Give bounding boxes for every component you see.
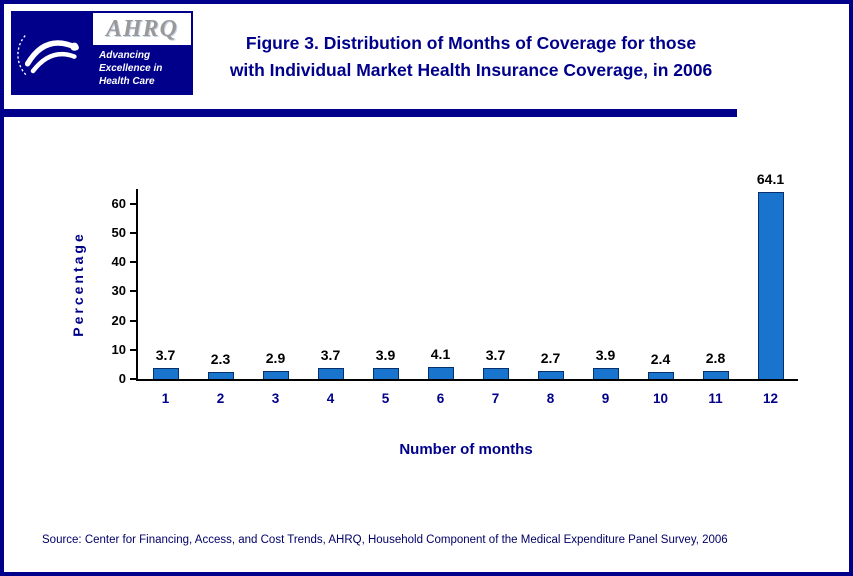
bar-value-label: 2.3 [210, 351, 231, 368]
bar-month-10 [647, 372, 674, 379]
bar-value-label: 3.9 [595, 346, 616, 363]
bar-value-label: 3.7 [155, 347, 176, 364]
bar-slot: 3.7 7 [468, 189, 523, 406]
header-divider [4, 109, 737, 117]
bar-slot: 2.7 8 [523, 189, 578, 406]
ahrq-logo-top: AHRQ [93, 13, 191, 45]
bar-value-label: 3.7 [485, 347, 506, 364]
x-tick-label: 2 [216, 391, 225, 406]
bar-month-11 [702, 370, 729, 379]
ahrq-tagline-line: Excellence in [99, 63, 163, 74]
x-tick-label: 7 [491, 391, 500, 406]
figure-title-line1: Figure 3. Distribution of Months of Cove… [245, 33, 697, 53]
x-tick-label: 6 [436, 391, 445, 406]
bar-slot: 3.7 1 [138, 189, 193, 406]
y-tick-mark [130, 348, 138, 351]
bar-month-8 [537, 371, 564, 379]
bar-month-1 [152, 368, 179, 379]
figure-title: Figure 3. Distribution of Months of Cove… [193, 30, 849, 84]
logo-box: AHRQ Advancing Excellence in Health Care [11, 11, 193, 95]
y-tick-label: 20 [111, 312, 126, 328]
bar-value-label: 4.1 [430, 346, 451, 363]
bar-slot: 2.4 10 [633, 189, 688, 406]
bar-month-12 [757, 191, 784, 379]
figure-title-line2: with Individual Market Health Insurance … [229, 60, 713, 81]
hhs-logo [11, 11, 91, 95]
bar-value-label: 2.8 [705, 349, 726, 366]
bar-value-label: 2.4 [650, 351, 671, 367]
bar-month-3 [262, 370, 289, 379]
x-tick-label: 8 [546, 391, 555, 406]
ahrq-tagline-line: Health Care [99, 76, 155, 87]
x-tick-label: 1 [161, 391, 170, 406]
bar-month-2 [207, 372, 234, 379]
y-tick-label: 10 [111, 341, 126, 357]
source-note: Source: Center for Financing, Access, an… [42, 534, 728, 546]
y-tick-mark [130, 261, 138, 264]
bar-slot: 3.9 9 [578, 189, 633, 406]
bar-value-label: 3.7 [320, 347, 341, 364]
ahrq-tagline: Advancing Excellence in Health Care [93, 45, 191, 93]
x-tick-label: 11 [708, 391, 723, 406]
ahrq-acronym: AHRQ [105, 15, 178, 42]
bar-slot: 4.1 6 [413, 189, 468, 406]
bar-slot: 2.3 2 [193, 189, 248, 406]
y-tick-mark [130, 290, 138, 293]
bar-value-label: 2.7 [540, 350, 561, 367]
bar-slot: 3.7 4 [303, 189, 358, 406]
x-tick-label: 10 [652, 391, 669, 406]
y-tick-label: 0 [118, 371, 126, 386]
y-tick-mark [130, 378, 138, 380]
bar-chart: Percentage 0 10 20 30 40 50 60 3.7 1 2.3 2 2.9 3 3.7 4… [4, 171, 849, 507]
bar-month-7 [482, 368, 509, 379]
x-tick-label: 12 [762, 391, 779, 406]
y-tick-label: 40 [111, 254, 126, 270]
plot-area: 0 10 20 30 40 50 60 3.7 1 2.3 2 2.9 3 3.7 4 3.9 5 4.1 6 3.7… [112, 171, 798, 406]
ahrq-logo: AHRQ Advancing Excellence in Health Care [91, 11, 193, 95]
bar-month-4 [317, 368, 344, 379]
header: AHRQ Advancing Excellence in Health Care… [4, 4, 849, 95]
x-tick-label: 4 [326, 391, 335, 406]
bar-month-5 [372, 367, 399, 379]
y-tick-label: 60 [111, 195, 126, 211]
bar-slot: 2.9 3 [248, 189, 303, 406]
bar-slot: 64.1 12 [743, 171, 798, 406]
bar-month-6 [427, 367, 454, 379]
eagle-icon [17, 34, 79, 76]
y-tick-mark [130, 231, 138, 234]
x-tick-label: 3 [271, 391, 280, 406]
bar-slot: 2.8 11 [688, 189, 743, 406]
bar-slot: 3.9 5 [358, 189, 413, 406]
y-tick-label: 50 [111, 224, 126, 240]
x-tick-label: 9 [601, 391, 610, 406]
y-tick-label: 30 [111, 283, 126, 299]
y-tick-mark [130, 319, 138, 322]
y-axis-label: Percentage [70, 231, 86, 337]
bar-value-label: 3.9 [375, 346, 396, 363]
y-tick-mark [130, 202, 138, 205]
x-tick-label: 5 [381, 391, 390, 406]
bar-month-9 [592, 367, 619, 379]
ahrq-tagline-line: Advancing [99, 50, 151, 61]
bar-value-label: 2.9 [265, 349, 286, 366]
bar-value-label: 64.1 [756, 170, 785, 187]
x-axis-label: Number of months [399, 441, 533, 458]
